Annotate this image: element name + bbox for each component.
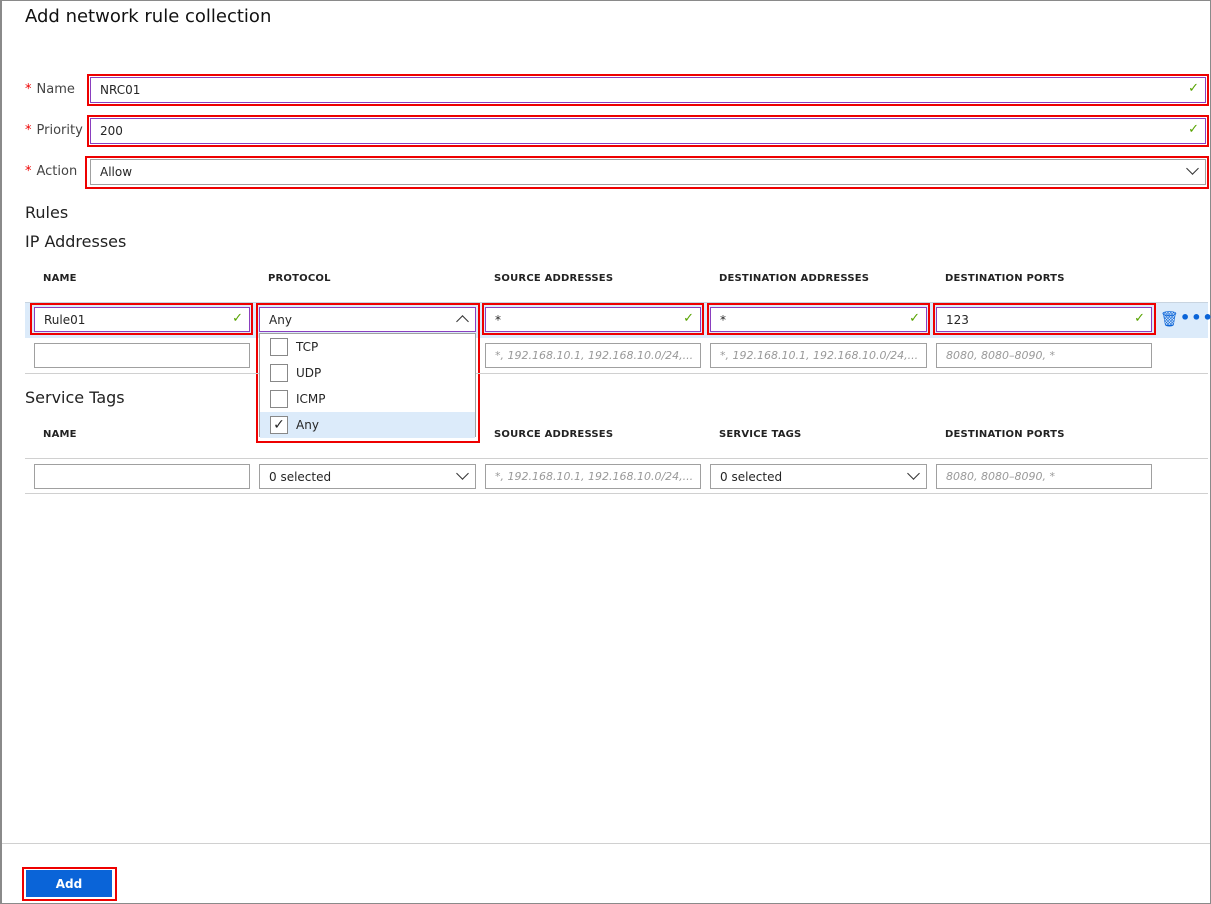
- add-button[interactable]: Add: [26, 870, 112, 897]
- name-input[interactable]: NRC01 ✓: [90, 77, 1206, 103]
- more-options-icon[interactable]: •••: [1180, 308, 1211, 327]
- page-title: Add network rule collection: [25, 6, 272, 27]
- valid-check-icon: ✓: [1188, 122, 1199, 137]
- service-source-input[interactable]: *, 192.168.10.1, 192.168.10.0/24,...: [485, 464, 701, 489]
- priority-highlight: [87, 115, 1209, 147]
- protocol-dropdown: TCP UDP ICMP ✓ Any: [259, 333, 476, 438]
- col-destination: DESTINATION ADDRESSES: [719, 273, 870, 284]
- divider: [25, 458, 1208, 459]
- col-source: SOURCE ADDRESSES: [494, 429, 614, 440]
- delete-icon[interactable]: 🗑: [1160, 310, 1180, 328]
- col-name: NAME: [43, 273, 77, 284]
- valid-check-icon: ✓: [683, 311, 694, 326]
- source-input[interactable]: * ✓: [485, 307, 701, 332]
- divider: [25, 373, 1208, 374]
- col-ports: DESTINATION PORTS: [945, 273, 1065, 284]
- chevron-down-icon: [907, 467, 920, 480]
- new-rule-name-input[interactable]: [34, 343, 250, 368]
- service-name-input[interactable]: [34, 464, 250, 489]
- service-protocol-select[interactable]: 0 selected: [259, 464, 476, 489]
- col-name: NAME: [43, 429, 77, 440]
- checkbox[interactable]: [270, 390, 288, 408]
- chevron-down-icon: [456, 467, 469, 480]
- name-highlight: [87, 74, 1209, 106]
- action-highlight: [85, 156, 1209, 189]
- service-tags-heading: Service Tags: [25, 388, 125, 407]
- new-ports-input[interactable]: 8080, 8080–8090, *: [936, 343, 1152, 368]
- chevron-up-icon: [456, 315, 469, 328]
- name-label: * Name: [25, 82, 75, 97]
- chevron-down-icon: [1186, 162, 1199, 175]
- valid-check-icon: ✓: [232, 311, 243, 326]
- checkbox[interactable]: [270, 338, 288, 356]
- valid-check-icon: ✓: [909, 311, 920, 326]
- checkmark-icon[interactable]: ✓: [270, 416, 288, 434]
- col-service-tags: SERVICE TAGS: [719, 429, 802, 440]
- rule-name-input[interactable]: Rule01 ✓: [34, 307, 250, 332]
- destination-highlight: [707, 303, 930, 335]
- service-tags-select[interactable]: 0 selected: [710, 464, 927, 489]
- priority-label: * Priority: [25, 123, 83, 138]
- action-select[interactable]: Allow: [90, 159, 1206, 185]
- source-highlight: [482, 303, 704, 335]
- service-ports-input[interactable]: 8080, 8080–8090, *: [936, 464, 1152, 489]
- col-ports: DESTINATION PORTS: [945, 429, 1065, 440]
- priority-input[interactable]: 200 ✓: [90, 118, 1206, 144]
- option-icmp[interactable]: ICMP: [260, 386, 475, 412]
- checkbox[interactable]: [270, 364, 288, 382]
- valid-check-icon: ✓: [1188, 81, 1199, 96]
- valid-check-icon: ✓: [1134, 311, 1145, 326]
- new-destination-input[interactable]: *, 192.168.10.1, 192.168.10.0/24,...: [710, 343, 927, 368]
- action-label: * Action: [25, 164, 78, 179]
- ports-input[interactable]: 123 ✓: [936, 307, 1152, 332]
- col-protocol: PROTOCOL: [268, 273, 331, 284]
- destination-input[interactable]: * ✓: [710, 307, 927, 332]
- footer-divider: [2, 843, 1210, 844]
- option-any[interactable]: ✓ Any: [260, 412, 475, 438]
- rules-heading: Rules: [25, 203, 69, 222]
- col-source: SOURCE ADDRESSES: [494, 273, 614, 284]
- ip-addresses-heading: IP Addresses: [25, 232, 127, 251]
- new-source-input[interactable]: *, 192.168.10.1, 192.168.10.0/24,...: [485, 343, 701, 368]
- divider: [25, 493, 1208, 494]
- option-tcp[interactable]: TCP: [260, 334, 475, 360]
- add-highlight: [22, 867, 117, 901]
- option-udp[interactable]: UDP: [260, 360, 475, 386]
- protocol-select[interactable]: Any: [259, 307, 476, 332]
- rule-name-highlight: [30, 303, 253, 335]
- ports-highlight: [933, 303, 1156, 335]
